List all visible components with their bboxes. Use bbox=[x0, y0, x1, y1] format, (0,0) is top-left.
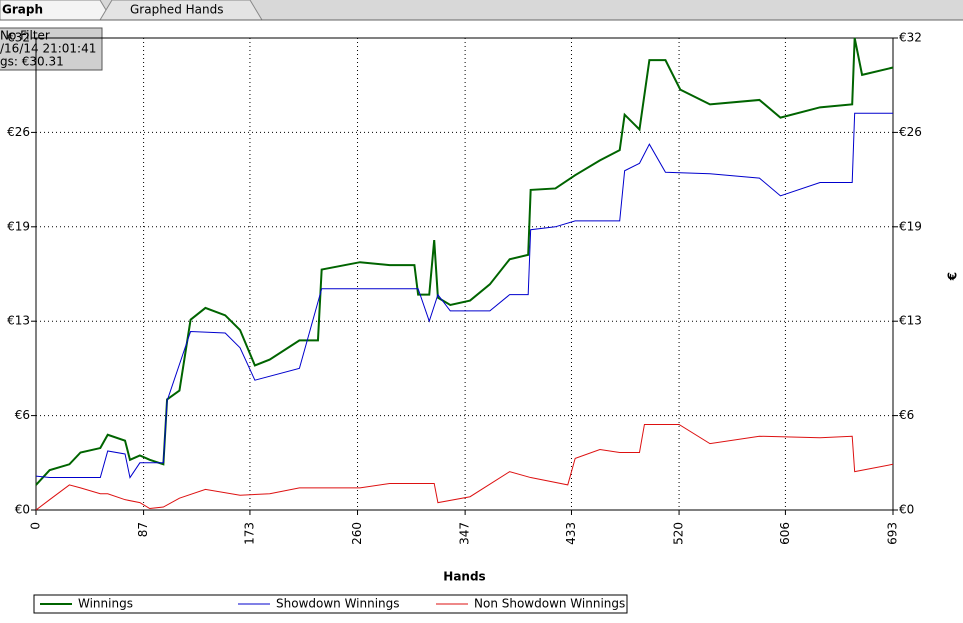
info-box bbox=[0, 27, 103, 71]
x-tick-label: 433 bbox=[564, 522, 578, 545]
legend-label: Showdown Winnings bbox=[276, 597, 400, 611]
info-text: /16/14 21:01:41 bbox=[0, 42, 96, 56]
x-tick-label: 260 bbox=[350, 522, 364, 545]
y2-tick-label: €6 bbox=[899, 408, 914, 422]
info-text: gs: €30.31 bbox=[0, 55, 64, 69]
x-tick-label: 520 bbox=[672, 522, 686, 545]
x-tick-label: 87 bbox=[136, 522, 150, 537]
y-tick-label: €32 bbox=[7, 31, 30, 45]
y2-axis-label: € bbox=[946, 272, 960, 281]
y-tick-label: €6 bbox=[15, 408, 30, 422]
info-text: No Filter bbox=[0, 29, 50, 43]
x-tick-label: 693 bbox=[886, 522, 900, 545]
y2-tick-label: €32 bbox=[899, 31, 922, 45]
series-line bbox=[35, 37, 894, 486]
y2-tick-label: €19 bbox=[899, 219, 922, 233]
x-tick-label: 347 bbox=[458, 522, 472, 545]
y2-tick-label: €26 bbox=[899, 125, 922, 139]
y-tick-label: €26 bbox=[7, 125, 30, 139]
x-tick-label: 606 bbox=[778, 522, 792, 545]
x-axis-label: Hands bbox=[443, 570, 485, 584]
x-tick-label: 173 bbox=[242, 522, 256, 545]
legend bbox=[33, 594, 628, 614]
y-tick-label: €13 bbox=[7, 314, 30, 328]
series-line bbox=[35, 423, 894, 511]
x-tick-label: 0 bbox=[29, 522, 43, 530]
y2-tick-label: €0 bbox=[899, 503, 914, 517]
y2-tick-label: €13 bbox=[899, 314, 922, 328]
y-tick-label: €0 bbox=[15, 503, 30, 517]
legend-label: Winnings bbox=[78, 597, 133, 611]
y-tick-label: €19 bbox=[7, 219, 30, 233]
tab-label[interactable]: Graphed Hands bbox=[130, 3, 223, 17]
tab-label[interactable]: Graph bbox=[2, 3, 43, 17]
legend-label: Non Showdown Winnings bbox=[474, 597, 625, 611]
series-line bbox=[35, 112, 893, 479]
